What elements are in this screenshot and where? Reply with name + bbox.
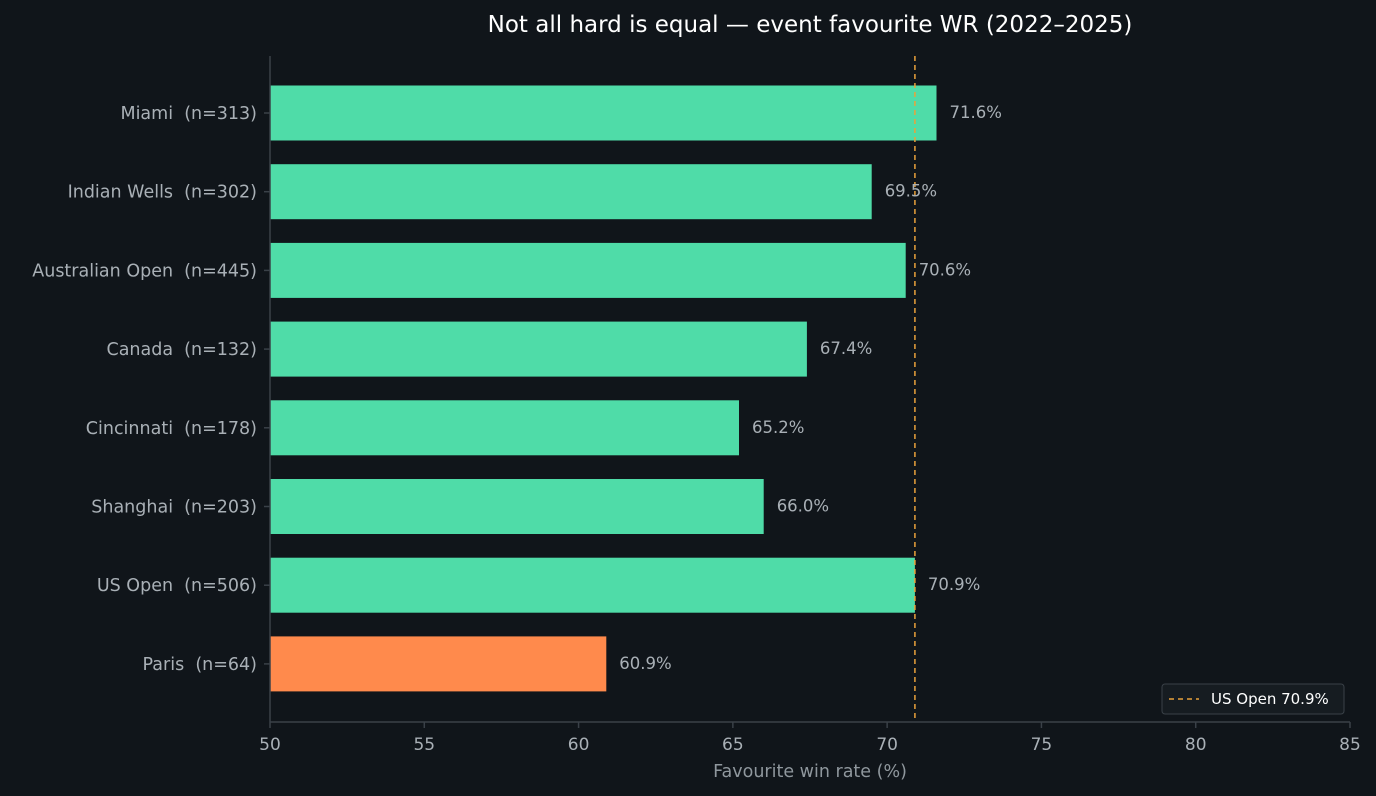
x-tick-label: 80 <box>1185 735 1207 755</box>
axes-group <box>269 56 1350 723</box>
legend-label: US Open 70.9% <box>1211 690 1329 708</box>
x-axis-label: Favourite win rate (%) <box>713 762 907 782</box>
bar <box>270 400 739 456</box>
data-label: 66.0% <box>777 497 829 516</box>
y-tick-label: Cincinnati (n=178) <box>86 419 257 439</box>
y-tick-label: Canada (n=132) <box>106 340 257 360</box>
legend: US Open 70.9% <box>1161 683 1345 715</box>
x-tick-label: 75 <box>1031 735 1053 755</box>
bar <box>270 321 807 377</box>
legend-box <box>1161 683 1345 715</box>
data-label: 69.5% <box>885 182 937 201</box>
data-label: 70.6% <box>919 260 971 279</box>
bar <box>270 85 937 141</box>
bars-group <box>270 85 937 692</box>
x-ticks-group: 50 55 60 65 70 75 80 85 <box>259 722 1361 755</box>
x-tick-label: 55 <box>413 735 435 755</box>
x-tick-label: 50 <box>259 735 281 755</box>
data-label: 70.9% <box>928 575 980 594</box>
x-tick-label: 65 <box>722 735 744 755</box>
y-tick-label: US Open (n=506) <box>97 576 257 596</box>
bar <box>270 636 607 692</box>
data-label: 65.2% <box>752 418 804 437</box>
y-labels-group: Miami (n=313) Indian Wells (n=302) Austral… <box>32 104 270 675</box>
chart-title: Not all hard is equal — event favourite … <box>488 12 1133 38</box>
x-tick-label: 60 <box>568 735 590 755</box>
x-tick-label: 85 <box>1339 735 1361 755</box>
bar <box>270 242 906 298</box>
data-label: 60.9% <box>619 654 671 673</box>
value-labels-group: 71.6% 69.5% 70.6% 67.4% 65.2% 66.0% 70.9% 60.9% <box>619 103 1002 673</box>
y-tick-label: Shanghai (n=203) <box>91 498 257 518</box>
bar <box>270 164 872 220</box>
bar <box>270 557 915 613</box>
data-label: 71.6% <box>950 103 1002 122</box>
y-tick-label: Paris (n=64) <box>143 655 257 675</box>
x-tick-label: 70 <box>876 735 898 755</box>
y-tick-label: Australian Open (n=445) <box>32 261 257 281</box>
y-tick-label: Miami (n=313) <box>120 104 257 124</box>
y-tick-label: Indian Wells (n=302) <box>68 183 257 203</box>
bar <box>270 479 764 534</box>
data-label: 67.4% <box>820 339 872 358</box>
